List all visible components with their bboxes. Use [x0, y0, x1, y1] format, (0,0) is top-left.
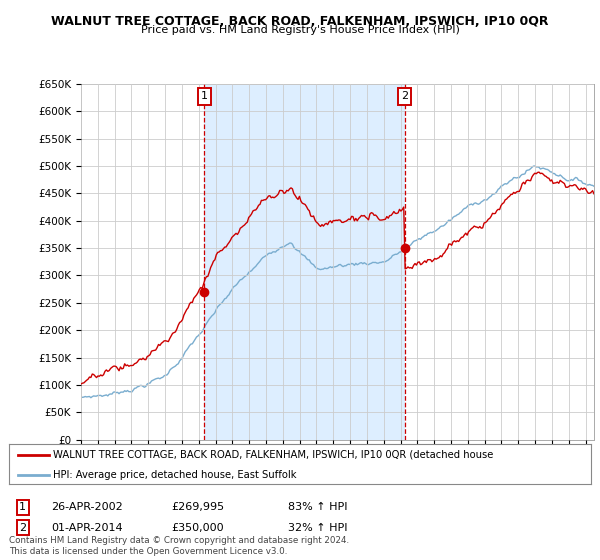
- Text: This data is licensed under the Open Government Licence v3.0.: This data is licensed under the Open Gov…: [9, 547, 287, 556]
- Text: 1: 1: [19, 502, 26, 512]
- Text: 2: 2: [19, 522, 26, 533]
- Text: WALNUT TREE COTTAGE, BACK ROAD, FALKENHAM, IPSWICH, IP10 0QR: WALNUT TREE COTTAGE, BACK ROAD, FALKENHA…: [51, 15, 549, 27]
- Text: £350,000: £350,000: [171, 522, 224, 533]
- Text: £269,995: £269,995: [171, 502, 224, 512]
- Text: 26-APR-2002: 26-APR-2002: [51, 502, 123, 512]
- Text: Price paid vs. HM Land Registry's House Price Index (HPI): Price paid vs. HM Land Registry's House …: [140, 25, 460, 35]
- Text: Contains HM Land Registry data © Crown copyright and database right 2024.: Contains HM Land Registry data © Crown c…: [9, 536, 349, 545]
- Text: WALNUT TREE COTTAGE, BACK ROAD, FALKENHAM, IPSWICH, IP10 0QR (detached house: WALNUT TREE COTTAGE, BACK ROAD, FALKENHA…: [53, 450, 493, 460]
- Bar: [204, 84, 405, 440]
- Text: 01-APR-2014: 01-APR-2014: [51, 522, 122, 533]
- Text: 2: 2: [401, 91, 409, 101]
- Text: 32% ↑ HPI: 32% ↑ HPI: [288, 522, 347, 533]
- Text: HPI: Average price, detached house, East Suffolk: HPI: Average price, detached house, East…: [53, 470, 296, 480]
- Text: 83% ↑ HPI: 83% ↑ HPI: [288, 502, 347, 512]
- Text: 1: 1: [200, 91, 208, 101]
